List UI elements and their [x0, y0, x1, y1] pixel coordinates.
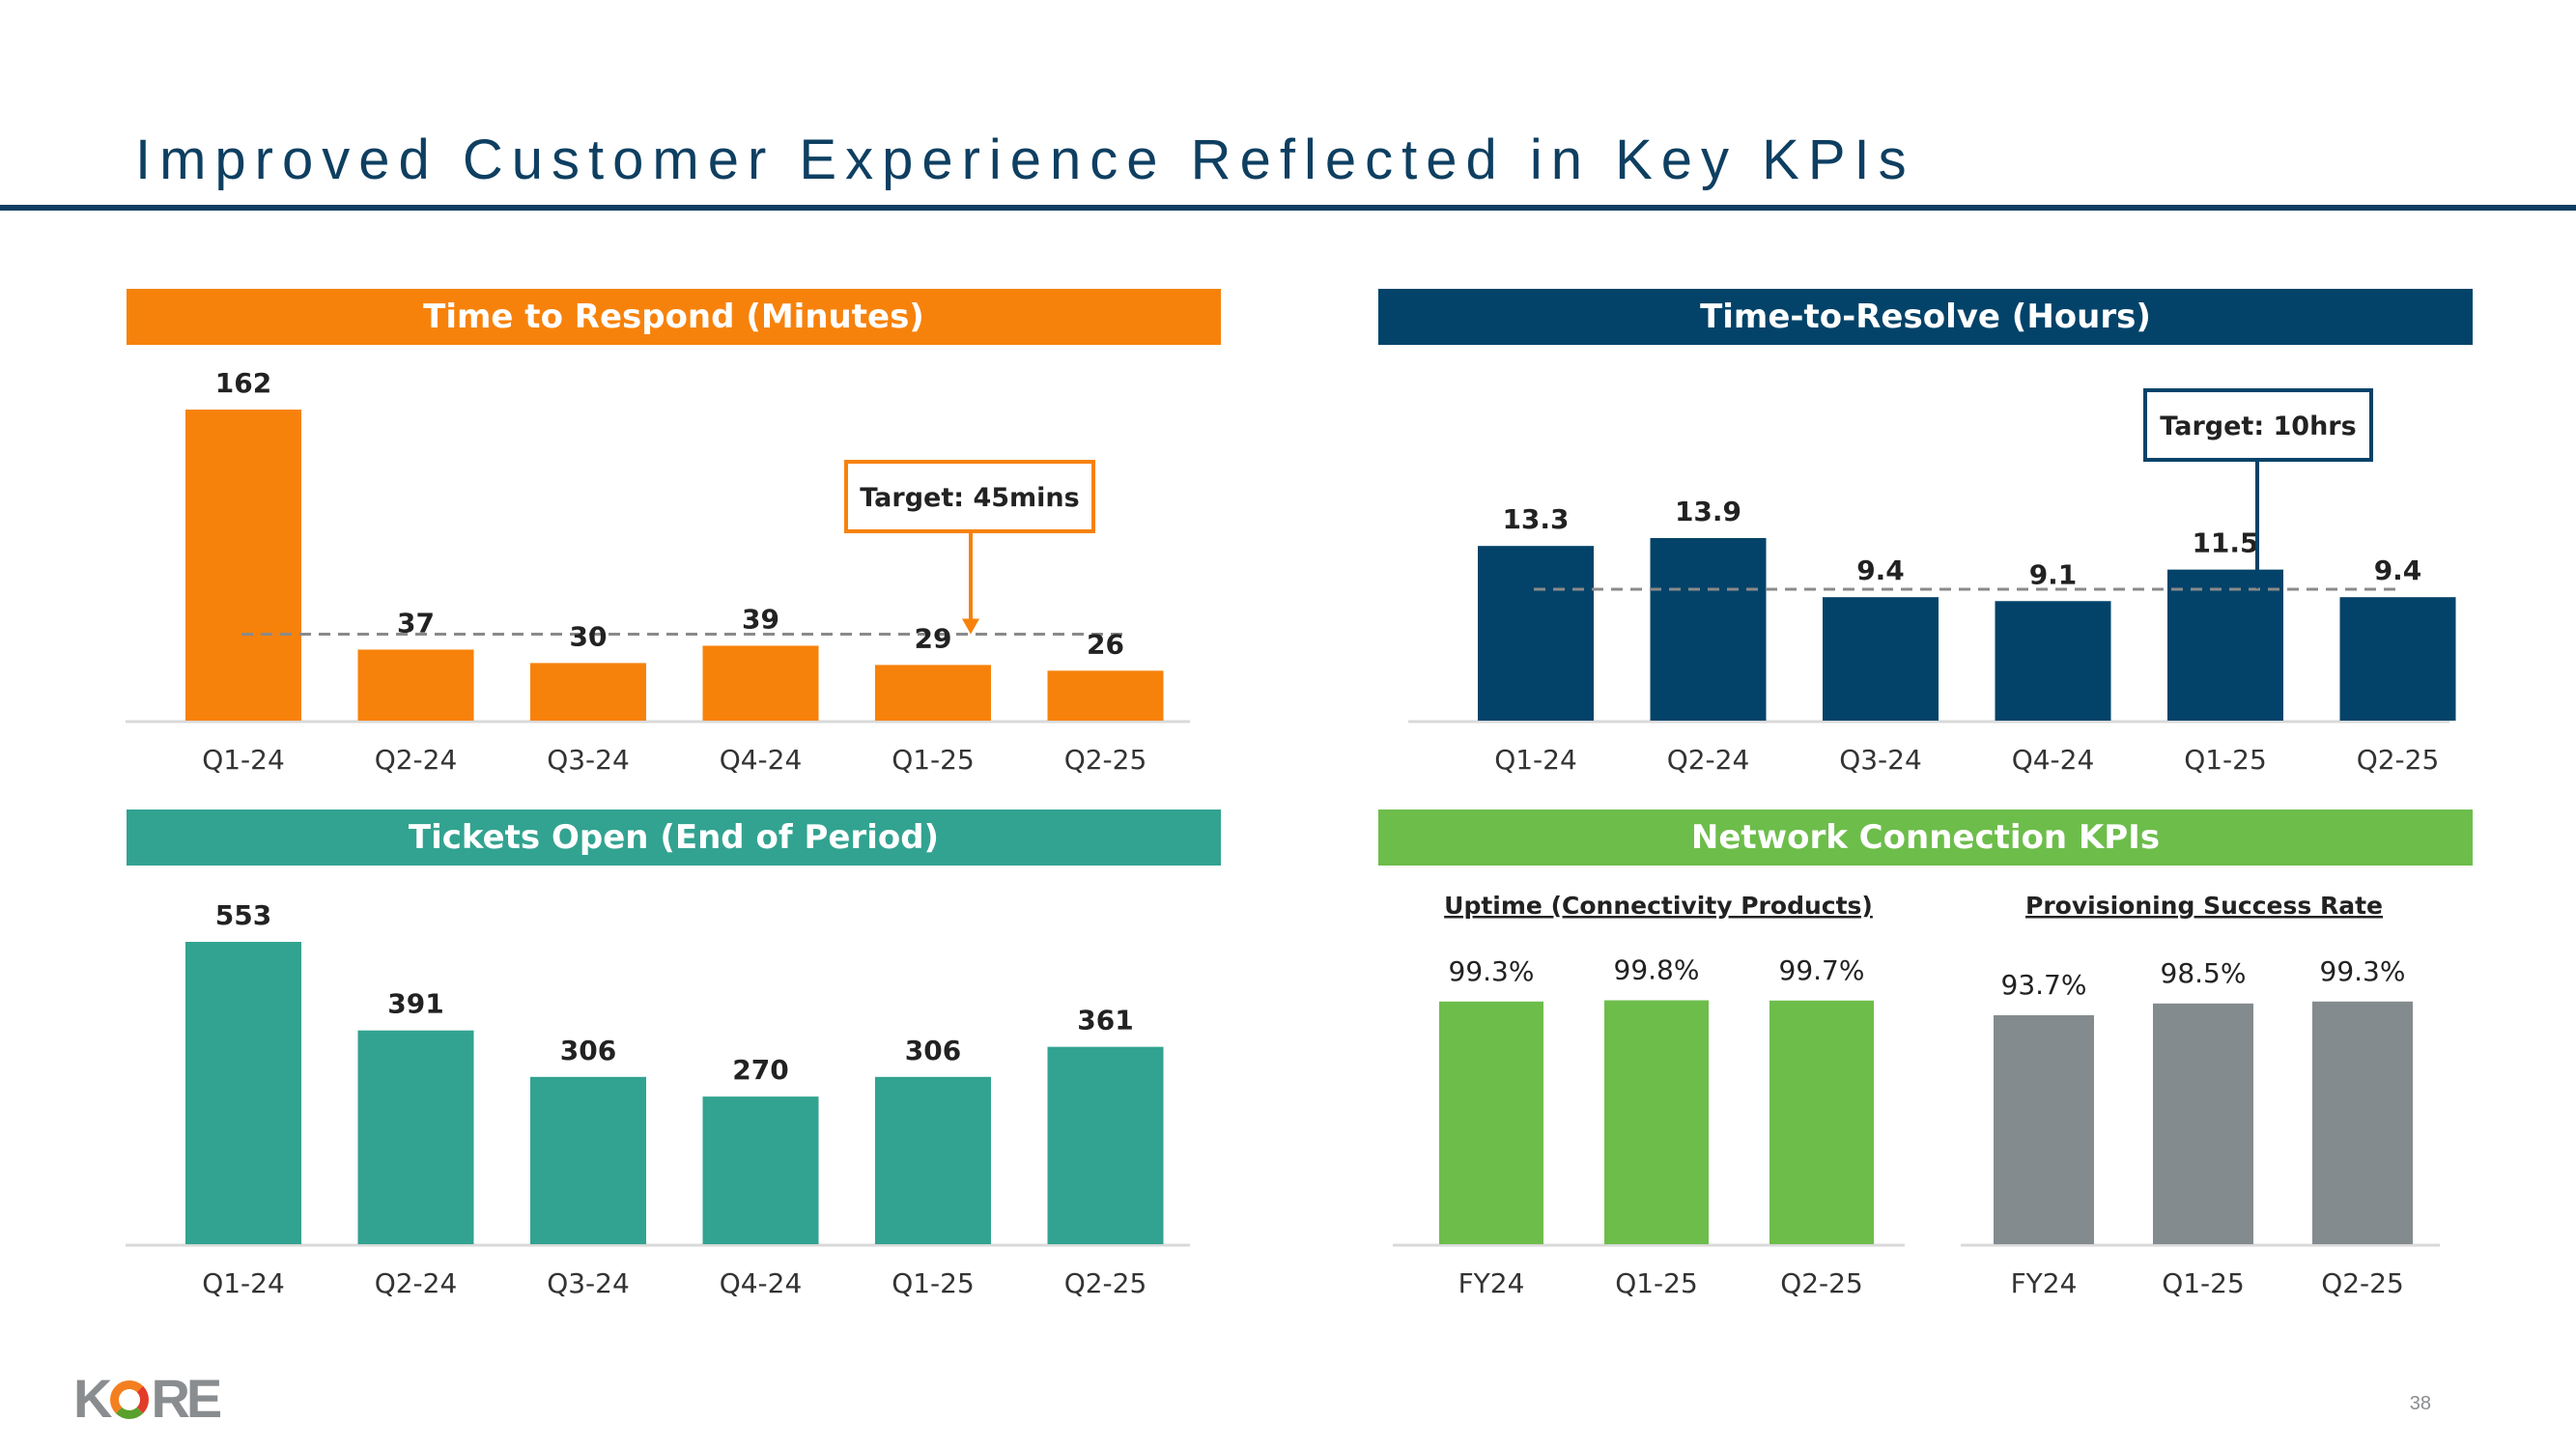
data-label: 93.7% — [2001, 969, 2087, 1001]
data-label: 99.3% — [2320, 955, 2406, 987]
x-tick-label: Q2-25 — [1064, 744, 1147, 776]
x-tick-label: Q3-24 — [547, 1267, 630, 1299]
data-label: 99.8% — [1614, 954, 1700, 986]
subchart-title: Provisioning Success Rate — [2025, 892, 2383, 920]
x-tick-label: Q1-25 — [1615, 1267, 1698, 1299]
bar-q1-25 — [875, 1076, 991, 1244]
data-label: 9.1 — [2029, 558, 2078, 590]
target-callout-box — [844, 460, 1095, 533]
data-label: 270 — [732, 1054, 788, 1086]
x-tick-label: Q2-25 — [2321, 1267, 2404, 1299]
header-network-kpis: Network Connection KPIs — [1378, 810, 2473, 866]
x-tick-label: Q1-24 — [202, 744, 285, 776]
data-label: 306 — [905, 1035, 961, 1066]
bar-q1-24 — [185, 410, 301, 721]
bar-q4-24 — [702, 1096, 819, 1244]
header-time-to-resolve: Time-to-Resolve (Hours) — [1378, 289, 2473, 345]
x-tick-label: Q3-24 — [547, 744, 630, 776]
x-tick-label: Q2-24 — [1667, 744, 1750, 776]
subchart-title: Uptime (Connectivity Products) — [1444, 892, 1873, 920]
bar-q1-25 — [1604, 1000, 1709, 1244]
x-tick-label: Q1-24 — [1494, 744, 1577, 776]
kore-logo: K RE — [73, 1368, 222, 1429]
data-label: 9.4 — [2374, 554, 2422, 586]
target-callout-box — [2143, 388, 2373, 462]
bar-q2-24 — [1650, 538, 1767, 721]
slide-title: Improved Customer Experience Reflected i… — [135, 128, 1915, 191]
bar-q3-24 — [530, 663, 646, 721]
data-label: 37 — [397, 607, 435, 639]
target-callout-label: Target: 10hrs — [2160, 412, 2356, 441]
data-label: 99.7% — [1779, 954, 1865, 986]
bar-q3-24 — [530, 1076, 646, 1244]
page-number: 38 — [2409, 1393, 2431, 1414]
data-label: 30 — [570, 620, 608, 652]
bar-fy24 — [1439, 1001, 1543, 1244]
title-divider — [0, 205, 2576, 211]
data-label: 29 — [915, 622, 952, 654]
x-tick-label: Q1-25 — [892, 1267, 975, 1299]
data-label: 98.5% — [2161, 957, 2247, 989]
x-tick-label: Q4-24 — [720, 744, 803, 776]
bar-q4-24 — [702, 645, 819, 721]
target-callout-label: Target: 45mins — [860, 483, 1079, 513]
data-label: 39 — [742, 603, 779, 635]
x-tick-label: Q1-25 — [892, 744, 975, 776]
x-tick-label: Q3-24 — [1839, 744, 1922, 776]
x-tick-label: Q4-24 — [720, 1267, 803, 1299]
data-label: 162 — [215, 367, 271, 399]
bar-q1-25 — [2167, 569, 2283, 721]
bar-q2-25 — [1047, 1046, 1164, 1244]
x-tick-label: FY24 — [1458, 1267, 1525, 1299]
data-label: 553 — [215, 899, 271, 931]
data-label: 13.9 — [1675, 496, 1741, 527]
bar-q2-25 — [2312, 1001, 2413, 1244]
data-label: 306 — [560, 1035, 616, 1066]
bar-q1-24 — [1478, 546, 1594, 721]
x-tick-label: Q2-25 — [1780, 1267, 1863, 1299]
bar-q1-25 — [2153, 1003, 2253, 1244]
data-label: 99.3% — [1449, 955, 1535, 987]
bar-q2-25 — [1769, 1000, 1874, 1244]
bar-q3-24 — [1823, 597, 1939, 721]
target-arrow-head — [2249, 574, 2266, 590]
x-tick-label: Q2-25 — [1064, 1267, 1147, 1299]
data-label: 9.4 — [1856, 554, 1905, 586]
bar-q2-24 — [357, 1030, 474, 1244]
bar-q1-24 — [185, 942, 301, 1244]
data-label: 26 — [1087, 628, 1124, 660]
x-tick-label: Q2-24 — [375, 744, 458, 776]
bar-q1-25 — [875, 665, 991, 721]
data-label: 391 — [387, 988, 443, 1020]
x-tick-label: Q1-24 — [202, 1267, 285, 1299]
x-tick-label: Q1-25 — [2184, 744, 2267, 776]
x-tick-label: Q4-24 — [2012, 744, 2095, 776]
bar-fy24 — [1994, 1014, 2094, 1244]
bar-q4-24 — [1995, 601, 2111, 721]
data-label: 11.5 — [2192, 527, 2258, 559]
x-tick-label: FY24 — [2011, 1267, 2078, 1299]
x-tick-label: Q2-24 — [375, 1267, 458, 1299]
header-time-to-respond: Time to Respond (Minutes) — [127, 289, 1221, 345]
bar-q2-25 — [2339, 597, 2456, 721]
logo-ring-icon — [110, 1380, 150, 1419]
x-tick-label: Q1-25 — [2162, 1267, 2245, 1299]
target-arrow-head — [962, 618, 979, 635]
bar-q2-25 — [1047, 670, 1164, 721]
x-tick-label: Q2-25 — [2357, 744, 2440, 776]
header-tickets-open: Tickets Open (End of Period) — [127, 810, 1221, 866]
bar-q2-24 — [357, 649, 474, 721]
data-label: 13.3 — [1502, 503, 1569, 535]
data-label: 361 — [1077, 1005, 1133, 1037]
